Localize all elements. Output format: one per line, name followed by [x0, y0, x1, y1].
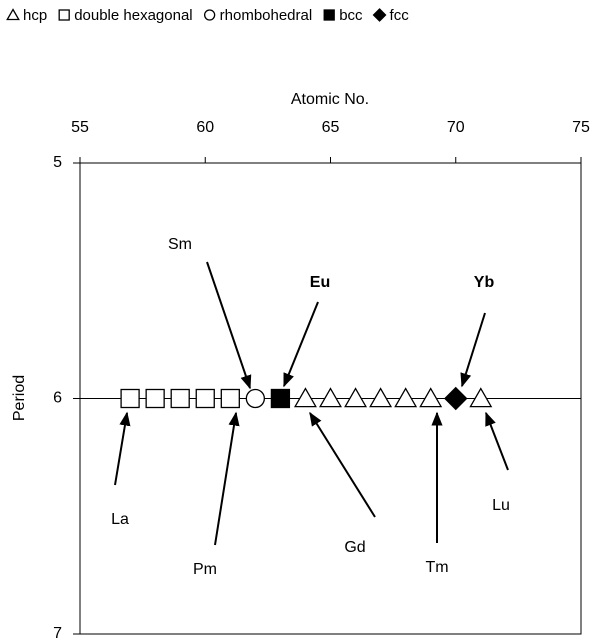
annotation-arrow	[283, 301, 319, 388]
x-tick-label: 75	[572, 119, 590, 136]
annotation-arrow	[206, 261, 252, 390]
annotation-arrow	[114, 411, 131, 486]
annotation-arrow	[309, 411, 376, 518]
legend-marker	[6, 8, 20, 21]
marker	[120, 388, 140, 409]
annotation: Lu	[492, 497, 510, 514]
marker	[195, 388, 215, 409]
legend-marker	[372, 8, 387, 22]
annotation: La	[111, 511, 129, 528]
marker	[319, 387, 342, 408]
annotation: Gd	[344, 539, 365, 556]
annotation: Yb	[474, 274, 495, 291]
legend-label: double hexagonal	[74, 7, 192, 24]
annotation: Tm	[425, 559, 448, 576]
legend-label: rhombohedral	[220, 7, 313, 24]
marker	[170, 388, 190, 409]
legend-label: fcc	[390, 7, 410, 24]
y-axis-title: Period	[11, 375, 28, 421]
annotation: Eu	[310, 274, 330, 291]
marker	[270, 388, 291, 409]
legend-marker	[203, 9, 216, 21]
y-tick-label: 7	[53, 625, 62, 642]
marker	[444, 386, 468, 411]
marker	[369, 387, 393, 408]
legend-label: hcp	[23, 7, 47, 24]
x-tick-label: 60	[196, 119, 214, 136]
marker	[293, 387, 317, 408]
marker	[220, 388, 240, 409]
x-tick-label: 70	[447, 119, 465, 136]
legend-marker	[323, 9, 335, 21]
marker	[344, 387, 368, 408]
marker	[245, 388, 266, 409]
y-tick-label: 6	[53, 390, 62, 407]
y-tick-label: 5	[53, 154, 62, 171]
annotation-arrow	[485, 411, 509, 471]
marker	[145, 388, 165, 409]
x-tick-label: 65	[322, 119, 340, 136]
legend-marker	[58, 9, 70, 21]
x-tick-label: 55	[71, 119, 89, 136]
legend-label: bcc	[339, 7, 363, 24]
annotation-arrow	[460, 312, 486, 388]
annotation: Pm	[193, 561, 217, 578]
marker	[469, 387, 493, 408]
x-axis-title: Atomic No.	[291, 91, 369, 108]
marker	[419, 387, 443, 408]
annotation: Sm	[168, 236, 192, 253]
marker	[394, 387, 418, 408]
annotation-arrow	[214, 411, 240, 546]
